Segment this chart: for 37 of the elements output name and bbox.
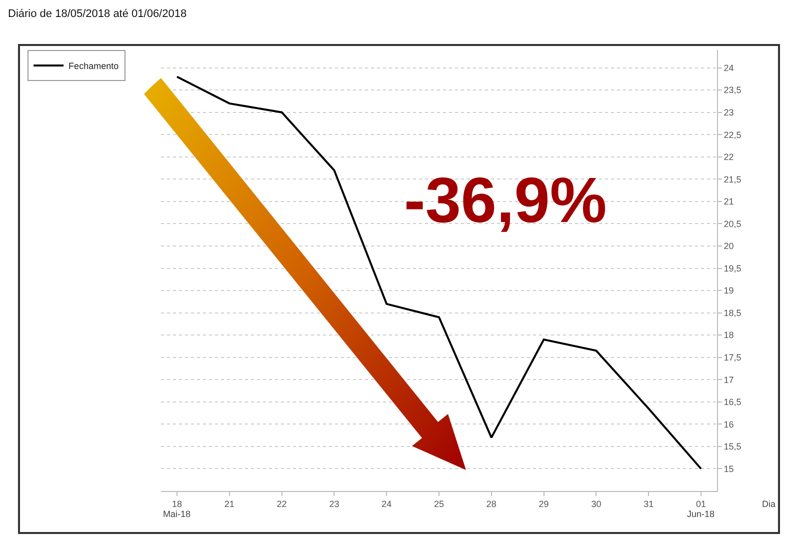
- y-tick-label: 17,5: [724, 352, 742, 363]
- y-tick-label: 21,5: [724, 174, 742, 184]
- y-tick-label: 22: [724, 152, 734, 162]
- y-tick-label: 16: [724, 419, 734, 430]
- x-tick-label: 22: [276, 498, 287, 509]
- x-tick-label: 25: [434, 498, 444, 509]
- legend-label: Fechamento: [68, 61, 119, 72]
- x-tick-label: 01: [696, 498, 706, 509]
- y-tick-label: 24: [724, 62, 734, 73]
- text: Mai-18: [163, 509, 191, 519]
- annotation: -36,9%: [404, 164, 607, 236]
- y-tick-label: 19,5: [724, 263, 742, 274]
- y-tick-label: 23,5: [724, 85, 742, 96]
- y-tick-label: 21: [724, 196, 734, 207]
- text: Jun-18: [687, 509, 715, 519]
- y-tick-label: 22,5: [724, 130, 742, 140]
- y-tick-label: 15,5: [724, 442, 742, 452]
- x-tick-label: 31: [644, 498, 654, 509]
- x-tick-label: 24: [382, 498, 392, 509]
- x-axis-title: Dia: [762, 499, 776, 509]
- y-tick-label: 17: [724, 374, 734, 385]
- y-tick-label: 20,5: [724, 218, 742, 229]
- y-tick-label: 16,5: [724, 397, 742, 408]
- y-tick-label: 23: [724, 108, 734, 118]
- x-tick-label: 28: [486, 498, 496, 509]
- x-tick-label: 23: [329, 498, 340, 509]
- chart-subtitle: Diário de 18/05/2018 até 01/06/2018: [8, 8, 187, 20]
- y-tick-label: 19: [724, 286, 734, 296]
- line-series: [176, 76, 702, 470]
- y-tick-label: 18: [724, 330, 734, 340]
- y-tick-label: 15: [724, 464, 734, 474]
- y-tick-label: 20: [724, 241, 734, 252]
- x-tick-label: 29: [538, 498, 549, 509]
- x-tick-label: 18: [172, 498, 182, 509]
- y-tick-label: 18,5: [724, 308, 742, 318]
- x-tick-label: 21: [224, 498, 234, 509]
- x-tick-label: 30: [591, 498, 602, 509]
